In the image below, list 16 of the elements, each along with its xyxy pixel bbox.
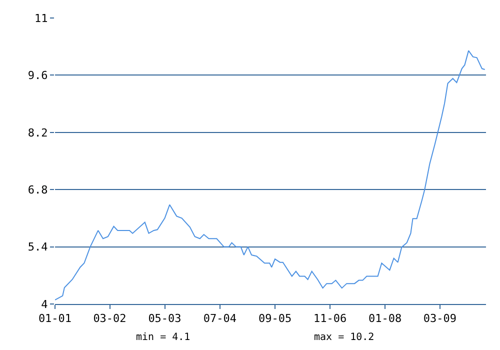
x-tick-label: 03-02 <box>93 312 126 326</box>
x-tick-label: 05-03 <box>148 312 182 326</box>
y-tick-label: 5.4 <box>28 240 48 254</box>
y-tick-label: 9.6 <box>28 69 48 82</box>
x-tick-label: 11-06 <box>313 312 347 326</box>
y-tick-label: 6.8 <box>28 183 48 196</box>
text: min = 4.1 <box>136 332 190 343</box>
x-tick-label: 03-09 <box>423 312 456 326</box>
y-tick-label: 4 <box>41 298 48 311</box>
x-tick-label: 01-01 <box>38 312 72 326</box>
x-tick-label: 07-04 <box>203 312 237 326</box>
x-tick-label: 01-08 <box>368 312 402 326</box>
y-tick-label: 11 <box>34 12 48 25</box>
text: max = 10.2 <box>314 332 374 343</box>
y-tick-label: 8.2 <box>28 126 48 140</box>
x-tick-label: 09-05 <box>258 312 292 326</box>
